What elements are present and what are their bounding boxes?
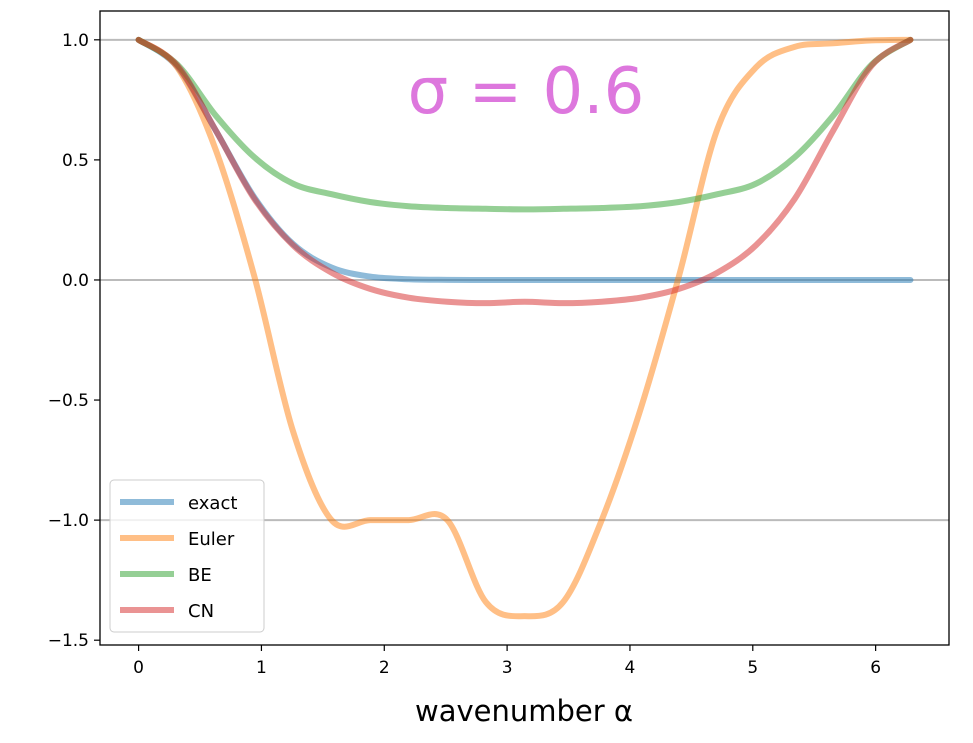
legend: exact Euler BE CN xyxy=(109,479,265,633)
series-line-be xyxy=(135,36,914,213)
x-axis-label: wavenumber α xyxy=(415,694,633,728)
legend-label-be: BE xyxy=(188,565,212,586)
x-tick-label: 6 xyxy=(870,658,881,678)
series-line-euler xyxy=(135,36,914,620)
y-tick-label: 1.0 xyxy=(62,31,89,51)
legend-label-cn: CN xyxy=(188,601,214,622)
x-axis-ticks: 0 1 2 3 4 5 6 xyxy=(133,645,881,678)
series-line-cn xyxy=(135,36,914,307)
legend-label-exact: exact xyxy=(188,493,237,514)
y-tick-label: −0.5 xyxy=(48,391,89,411)
x-tick-label: 4 xyxy=(625,658,636,678)
x-tick-label: 5 xyxy=(747,658,758,678)
y-tick-label: −1.5 xyxy=(48,631,89,651)
series-lines xyxy=(135,36,914,620)
x-tick-label: 1 xyxy=(256,658,267,678)
plot-frame xyxy=(99,10,950,646)
y-axis-ticks: −1.5 −1.0 −0.5 0.0 0.5 1.0 xyxy=(48,31,100,651)
x-tick-label: 3 xyxy=(502,658,513,678)
y-tick-label: −1.0 xyxy=(48,511,89,531)
y-tick-label: 0.5 xyxy=(62,151,89,171)
sigma-annotation: σ = 0.6 xyxy=(408,55,645,129)
y-tick-label: 0.0 xyxy=(62,271,89,291)
x-tick-label: 0 xyxy=(133,658,144,678)
x-tick-label: 2 xyxy=(379,658,390,678)
legend-label-euler: Euler xyxy=(188,529,235,550)
legend-box xyxy=(109,479,265,633)
